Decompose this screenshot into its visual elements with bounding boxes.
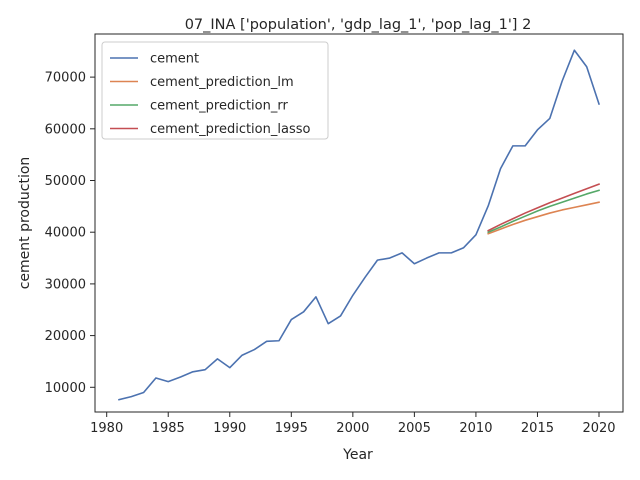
y-tick-label: 10000: [45, 381, 86, 396]
x-tick-label: 2020: [582, 421, 615, 436]
x-axis-label: Year: [342, 447, 373, 463]
x-tick-label: 1980: [90, 421, 123, 436]
y-axis: 10000 20000 30000 40000 50000 60000 70000: [45, 71, 95, 396]
x-tick-label: 2015: [521, 421, 554, 436]
series-line-cement-prediction-rr: [487, 189, 600, 234]
x-tick-label: 2010: [459, 421, 492, 436]
x-tick-label: 2005: [398, 421, 431, 436]
x-tick-label: 1990: [213, 421, 246, 436]
legend-entry-label: cement: [150, 52, 199, 67]
x-tick-label: 1995: [275, 421, 308, 436]
legend-entry-label: cement_prediction_lasso: [150, 122, 310, 137]
y-tick-label: 30000: [45, 277, 86, 292]
series-line-cement-prediction-lm: [487, 201, 600, 235]
x-tick-label: 2000: [336, 421, 369, 436]
y-tick-label: 70000: [45, 71, 86, 86]
legend-entry-label: cement_prediction_lm: [150, 75, 294, 90]
legend: cement cement_prediction_lm cement_predict…: [101, 41, 329, 140]
y-axis-label: cement production: [17, 157, 33, 290]
series-line-cement: [118, 49, 601, 401]
series-layer: [118, 49, 601, 401]
legend-box: [101, 41, 329, 140]
y-tick-label: 50000: [45, 174, 86, 189]
series-line-cement-prediction-lasso: [487, 183, 601, 232]
chart-title: 07_INA ['population', 'gdp_lag_1', 'pop_…: [185, 17, 532, 33]
y-tick-label: 40000: [45, 226, 86, 241]
y-tick-label: 20000: [45, 329, 86, 344]
plot-area-frame: [94, 33, 624, 413]
x-tick-label: 1985: [152, 421, 185, 436]
x-axis: 1980 1985 1990 1995 2000 2005 2010 2015 2020: [90, 412, 616, 436]
legend-entry-label: cement_prediction_rr: [150, 99, 288, 114]
y-tick-label: 60000: [45, 122, 86, 137]
